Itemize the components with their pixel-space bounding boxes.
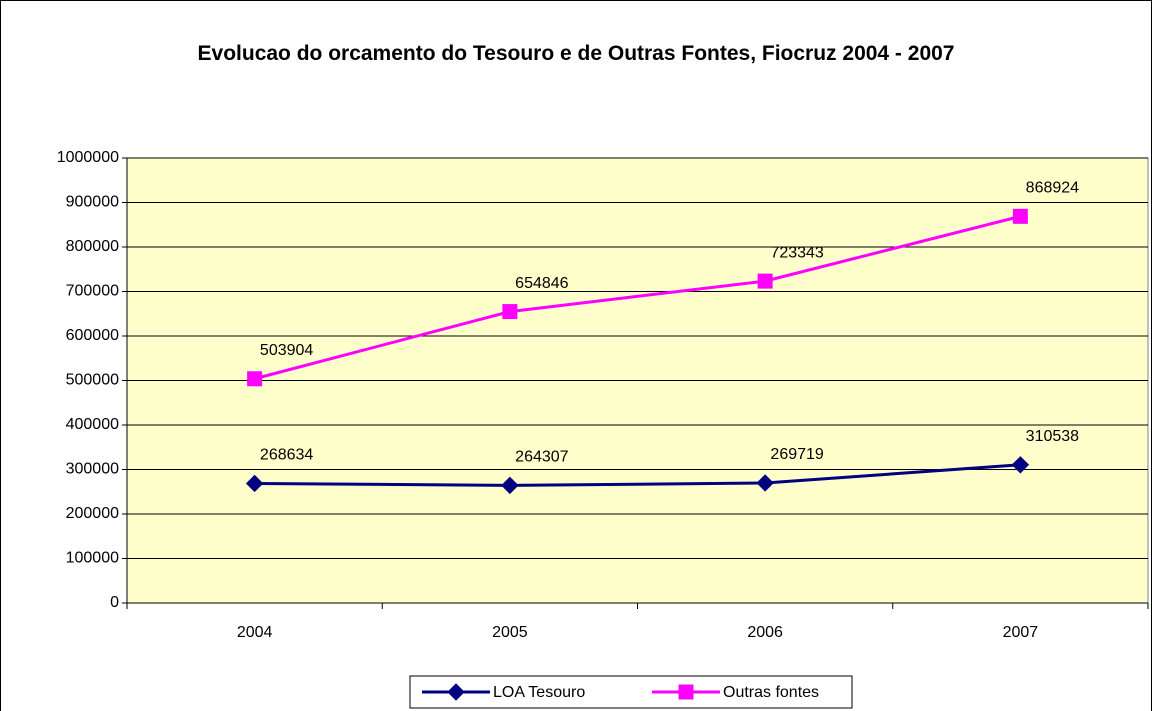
data-point [501,476,519,495]
data-point [756,474,774,492]
y-tick-label: 1000000 [57,149,119,166]
legend-marker [678,684,694,700]
data-label: 723343 [770,244,823,261]
y-tick-label: 900000 [66,194,119,211]
x-tick-label: 2005 [492,624,528,641]
y-tick-label: 400000 [66,416,119,433]
y-tick-label: 300000 [66,461,119,478]
data-label: 654846 [515,275,568,292]
y-tick-label: 800000 [66,238,119,255]
data-label: 264307 [515,449,568,466]
y-tick-label: 0 [110,594,119,611]
x-tick-label: 2006 [747,624,783,641]
y-tick-label: 200000 [66,505,119,522]
data-point [247,371,263,387]
y-tick-label: 100000 [66,550,119,567]
y-tick-label: 700000 [66,283,119,300]
series-line [254,214,1021,381]
data-point [1012,208,1028,224]
y-tick-label: 500000 [66,372,119,389]
series-line [254,463,1021,487]
data-point [502,304,518,320]
legend-marker [447,683,465,701]
data-label: 269719 [770,446,823,463]
x-tick-label: 2007 [1003,624,1039,641]
chart-title: Evolucao do orcamento do Tesouro e de Ou… [197,42,955,65]
legend-label: LOA Tesouro [493,684,585,701]
data-label: 268634 [260,447,313,464]
data-point [245,474,264,493]
data-point [757,273,773,289]
x-tick-label: 2004 [237,624,273,641]
data-label: 868924 [1026,180,1079,197]
legend-label: Outras fontes [723,684,819,701]
y-tick-label: 600000 [66,327,119,344]
data-label: 310538 [1026,428,1079,445]
data-label: 503904 [260,342,313,359]
data-point [1011,456,1030,474]
